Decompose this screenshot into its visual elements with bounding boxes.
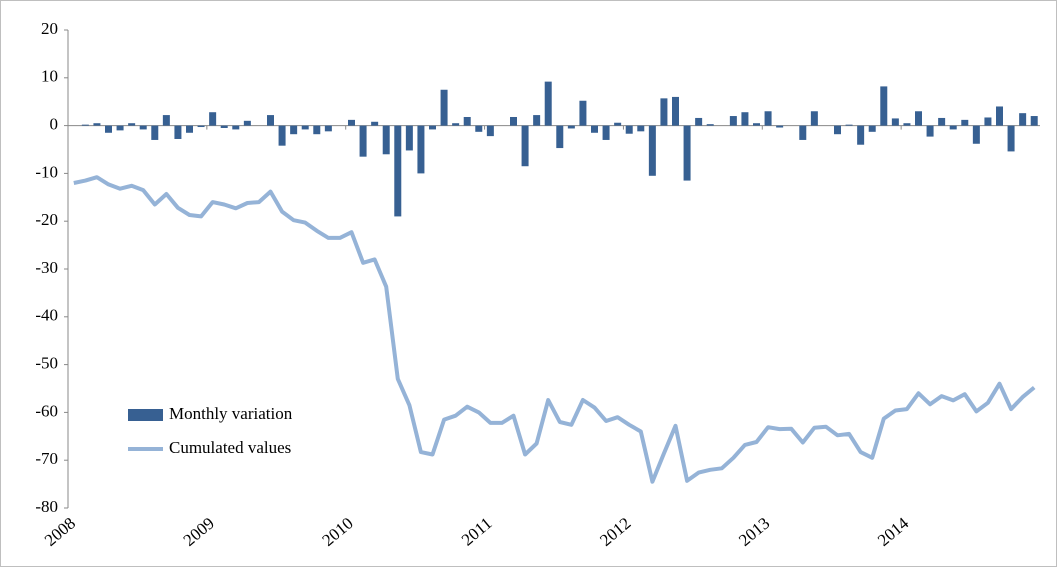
bar (845, 124, 853, 126)
bar (648, 125, 656, 176)
bar (116, 125, 124, 131)
bar (602, 125, 610, 140)
bar (799, 125, 807, 140)
bar (660, 98, 668, 126)
bar (452, 123, 460, 126)
bar (567, 125, 575, 129)
bar (996, 106, 1003, 126)
bar (359, 125, 367, 157)
bar (486, 125, 494, 137)
bar (961, 119, 969, 126)
bar (868, 125, 876, 132)
legend-label: Cumulated values (169, 438, 291, 457)
bar (776, 125, 784, 128)
bar (301, 125, 309, 130)
bar (834, 125, 841, 135)
y-tick-label: 20 (41, 19, 58, 38)
bar (764, 111, 772, 126)
y-tick-label: -60 (35, 401, 58, 420)
bar (348, 119, 355, 126)
bar (984, 117, 992, 126)
line (73, 175, 1036, 484)
bar (278, 125, 286, 146)
bar (313, 125, 321, 135)
y-tick-label: -20 (35, 210, 58, 229)
y-tick-label: -50 (35, 354, 58, 373)
bar (810, 111, 818, 126)
bar (915, 111, 922, 126)
bar (903, 123, 911, 126)
bar (174, 125, 182, 139)
legend-swatch (128, 409, 163, 421)
bar (741, 112, 749, 126)
bar (197, 125, 205, 128)
bar (706, 124, 714, 126)
bar (290, 125, 298, 135)
bar (81, 124, 89, 126)
bar (162, 115, 170, 126)
bar (637, 125, 645, 132)
bar (579, 100, 587, 126)
bar (672, 96, 679, 126)
bar (429, 125, 436, 130)
bar (695, 117, 703, 126)
bar (267, 115, 274, 126)
bar (753, 123, 760, 126)
bar (382, 125, 390, 155)
bar (93, 123, 101, 126)
bar (394, 125, 402, 217)
y-tick-label: 10 (41, 67, 58, 86)
bar (926, 125, 934, 137)
y-tick-label: -80 (35, 497, 58, 516)
bar (371, 121, 379, 126)
bar (938, 117, 946, 126)
bar (1007, 125, 1015, 152)
y-tick-label: 0 (50, 115, 59, 134)
y-tick-label: -10 (35, 162, 58, 181)
bar (857, 125, 865, 145)
bar (521, 125, 529, 167)
bar (243, 120, 251, 126)
bar (475, 125, 483, 132)
bar (683, 125, 691, 181)
bar (417, 125, 425, 174)
bar (463, 116, 471, 126)
bar (1030, 116, 1038, 126)
bar (729, 116, 737, 126)
bar (510, 116, 517, 126)
bar (209, 112, 217, 126)
bar (533, 115, 541, 126)
bar (186, 125, 193, 133)
bar (949, 125, 957, 130)
bar (556, 125, 564, 149)
bar (405, 125, 413, 151)
bar (220, 125, 228, 128)
bar (151, 125, 159, 140)
bar (105, 125, 112, 133)
bar (614, 122, 622, 126)
bar (232, 125, 240, 130)
bar (591, 125, 598, 133)
bar (544, 81, 552, 126)
bar (440, 89, 448, 126)
bar (625, 125, 633, 134)
y-tick-label: -70 (35, 449, 58, 468)
bar (139, 125, 147, 130)
bar (891, 118, 899, 126)
bar (1019, 113, 1027, 126)
bar (880, 86, 888, 126)
y-tick-label: -40 (35, 306, 58, 325)
bar (324, 125, 332, 132)
bar (128, 123, 136, 126)
legend-label: Monthly variation (169, 404, 293, 423)
y-tick-label: -30 (35, 258, 58, 277)
bar (972, 125, 980, 144)
